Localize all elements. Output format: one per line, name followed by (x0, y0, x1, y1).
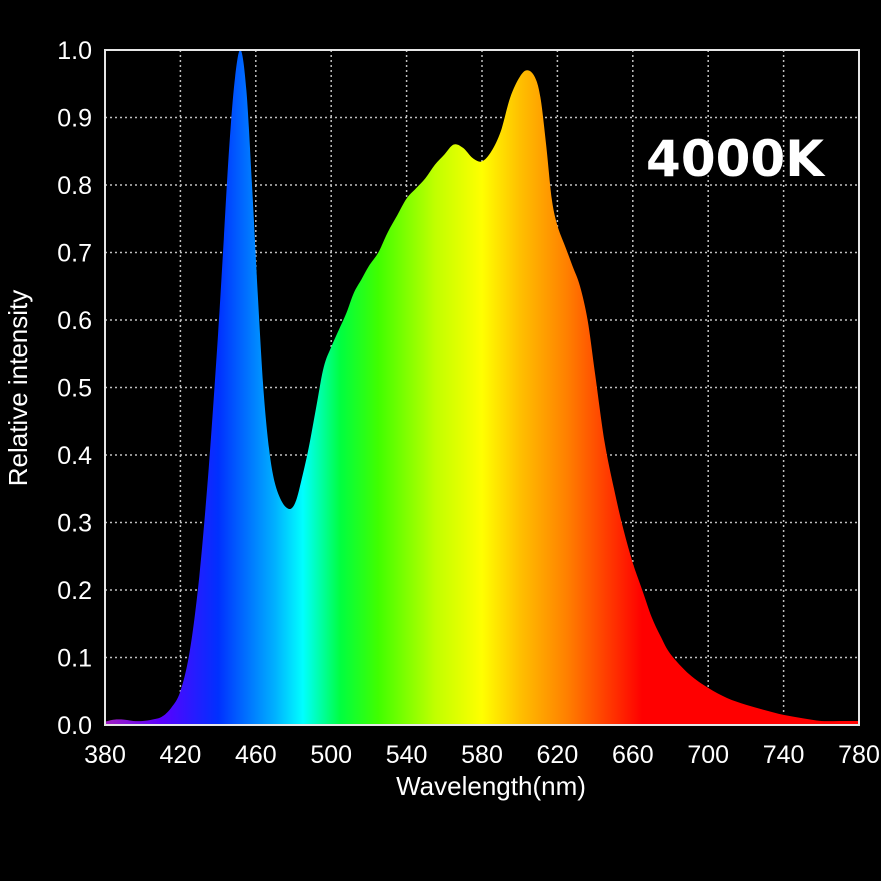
y-tick-label: 0.9 (57, 105, 92, 133)
y-tick-label: 0.6 (57, 307, 92, 335)
y-tick-label: 0.4 (57, 442, 92, 470)
y-tick-label: 0.1 (57, 645, 92, 673)
y-tick-label: 0.7 (57, 240, 92, 268)
x-tick-label: 620 (537, 741, 579, 769)
x-tick-label: 500 (310, 741, 352, 769)
cct-annotation: 4000K (646, 130, 826, 188)
x-tick-label: 780 (838, 741, 880, 769)
x-axis-ticks: 380 420 460 500 540 580 620 660 700 740 780 (84, 741, 880, 769)
x-tick-label: 540 (386, 741, 428, 769)
x-tick-label: 460 (235, 741, 277, 769)
x-tick-label: 700 (687, 741, 729, 769)
y-tick-label: 1.0 (57, 37, 92, 65)
x-tick-label: 380 (84, 741, 126, 769)
x-axis-title: Wavelength(nm) (396, 771, 586, 801)
y-tick-label: 0.3 (57, 510, 92, 538)
y-axis-ticks: 0.0 0.1 0.2 0.3 0.4 0.5 0.6 0.7 0.8 0.9 1.0 (57, 37, 92, 740)
x-tick-label: 740 (763, 741, 805, 769)
y-tick-label: 0.5 (57, 375, 92, 403)
y-tick-label: 0.0 (57, 712, 92, 740)
plot-frame (104, 49, 860, 726)
x-tick-label: 660 (612, 741, 654, 769)
x-tick-label: 580 (461, 741, 503, 769)
spectrum-area (105, 49, 859, 725)
y-axis-title: Relative intensity (3, 290, 33, 487)
x-tick-label: 420 (160, 741, 202, 769)
y-tick-label: 0.2 (57, 577, 92, 605)
y-tick-label: 0.8 (57, 172, 92, 200)
